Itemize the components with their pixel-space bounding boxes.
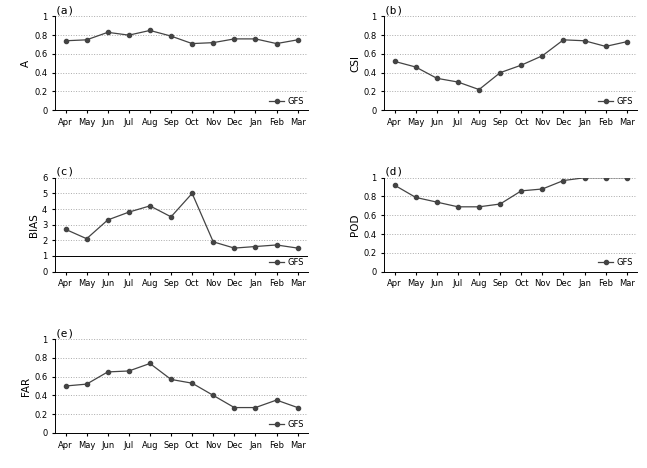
GFS bbox=[602, 44, 609, 49]
GFS bbox=[210, 239, 217, 245]
GFS bbox=[230, 36, 238, 42]
Y-axis label: A: A bbox=[21, 60, 31, 67]
Line: GFS: GFS bbox=[63, 361, 300, 410]
GFS bbox=[454, 204, 462, 210]
Y-axis label: FAR: FAR bbox=[21, 376, 31, 395]
GFS bbox=[61, 227, 69, 232]
GFS bbox=[83, 381, 91, 387]
GFS bbox=[623, 39, 631, 44]
Line: GFS: GFS bbox=[63, 191, 300, 250]
GFS bbox=[272, 397, 280, 403]
GFS bbox=[518, 62, 525, 68]
GFS bbox=[518, 188, 525, 194]
GFS bbox=[125, 209, 133, 215]
Text: (c): (c) bbox=[55, 167, 75, 177]
Legend: GFS: GFS bbox=[269, 420, 304, 429]
GFS bbox=[412, 64, 420, 70]
GFS bbox=[538, 53, 546, 58]
GFS bbox=[230, 405, 238, 410]
GFS bbox=[146, 28, 154, 33]
GFS bbox=[104, 217, 112, 223]
GFS bbox=[104, 369, 112, 375]
Text: (b): (b) bbox=[384, 6, 404, 15]
GFS bbox=[623, 175, 631, 181]
GFS bbox=[391, 183, 399, 188]
GFS bbox=[61, 38, 69, 44]
GFS bbox=[252, 244, 259, 249]
GFS bbox=[146, 203, 154, 209]
GFS bbox=[188, 380, 196, 386]
GFS bbox=[210, 40, 217, 45]
Legend: GFS: GFS bbox=[269, 258, 304, 267]
GFS bbox=[230, 245, 238, 251]
GFS bbox=[433, 75, 441, 81]
Text: (e): (e) bbox=[55, 329, 75, 338]
GFS bbox=[475, 204, 483, 210]
GFS bbox=[83, 236, 91, 241]
GFS bbox=[433, 199, 441, 205]
GFS bbox=[538, 186, 546, 192]
Line: GFS: GFS bbox=[393, 176, 629, 209]
GFS bbox=[272, 242, 280, 248]
GFS bbox=[560, 178, 567, 183]
GFS bbox=[167, 377, 175, 382]
GFS bbox=[272, 41, 280, 46]
GFS bbox=[167, 33, 175, 39]
Legend: GFS: GFS bbox=[269, 97, 304, 106]
GFS bbox=[602, 175, 609, 181]
GFS bbox=[412, 195, 420, 200]
GFS bbox=[252, 36, 259, 42]
GFS bbox=[560, 37, 567, 43]
GFS bbox=[496, 70, 504, 75]
Text: (d): (d) bbox=[384, 167, 404, 177]
GFS bbox=[146, 361, 154, 366]
Y-axis label: POD: POD bbox=[351, 213, 360, 236]
GFS bbox=[454, 79, 462, 85]
GFS bbox=[188, 41, 196, 46]
GFS bbox=[167, 214, 175, 219]
Y-axis label: BIAS: BIAS bbox=[29, 212, 39, 237]
GFS bbox=[294, 37, 302, 43]
Y-axis label: CSI: CSI bbox=[351, 55, 360, 72]
Legend: GFS: GFS bbox=[598, 258, 633, 267]
GFS bbox=[104, 29, 112, 35]
GFS bbox=[252, 405, 259, 410]
GFS bbox=[294, 405, 302, 410]
GFS bbox=[475, 87, 483, 92]
GFS bbox=[391, 58, 399, 64]
Line: GFS: GFS bbox=[63, 29, 300, 46]
GFS bbox=[580, 38, 588, 44]
GFS bbox=[125, 368, 133, 374]
GFS bbox=[496, 201, 504, 207]
Text: (a): (a) bbox=[55, 6, 75, 15]
GFS bbox=[294, 245, 302, 251]
GFS bbox=[580, 175, 588, 181]
GFS bbox=[125, 32, 133, 38]
GFS bbox=[210, 393, 217, 398]
GFS bbox=[61, 383, 69, 389]
GFS bbox=[83, 37, 91, 43]
Legend: GFS: GFS bbox=[598, 97, 633, 106]
Line: GFS: GFS bbox=[393, 38, 629, 92]
GFS bbox=[188, 190, 196, 196]
